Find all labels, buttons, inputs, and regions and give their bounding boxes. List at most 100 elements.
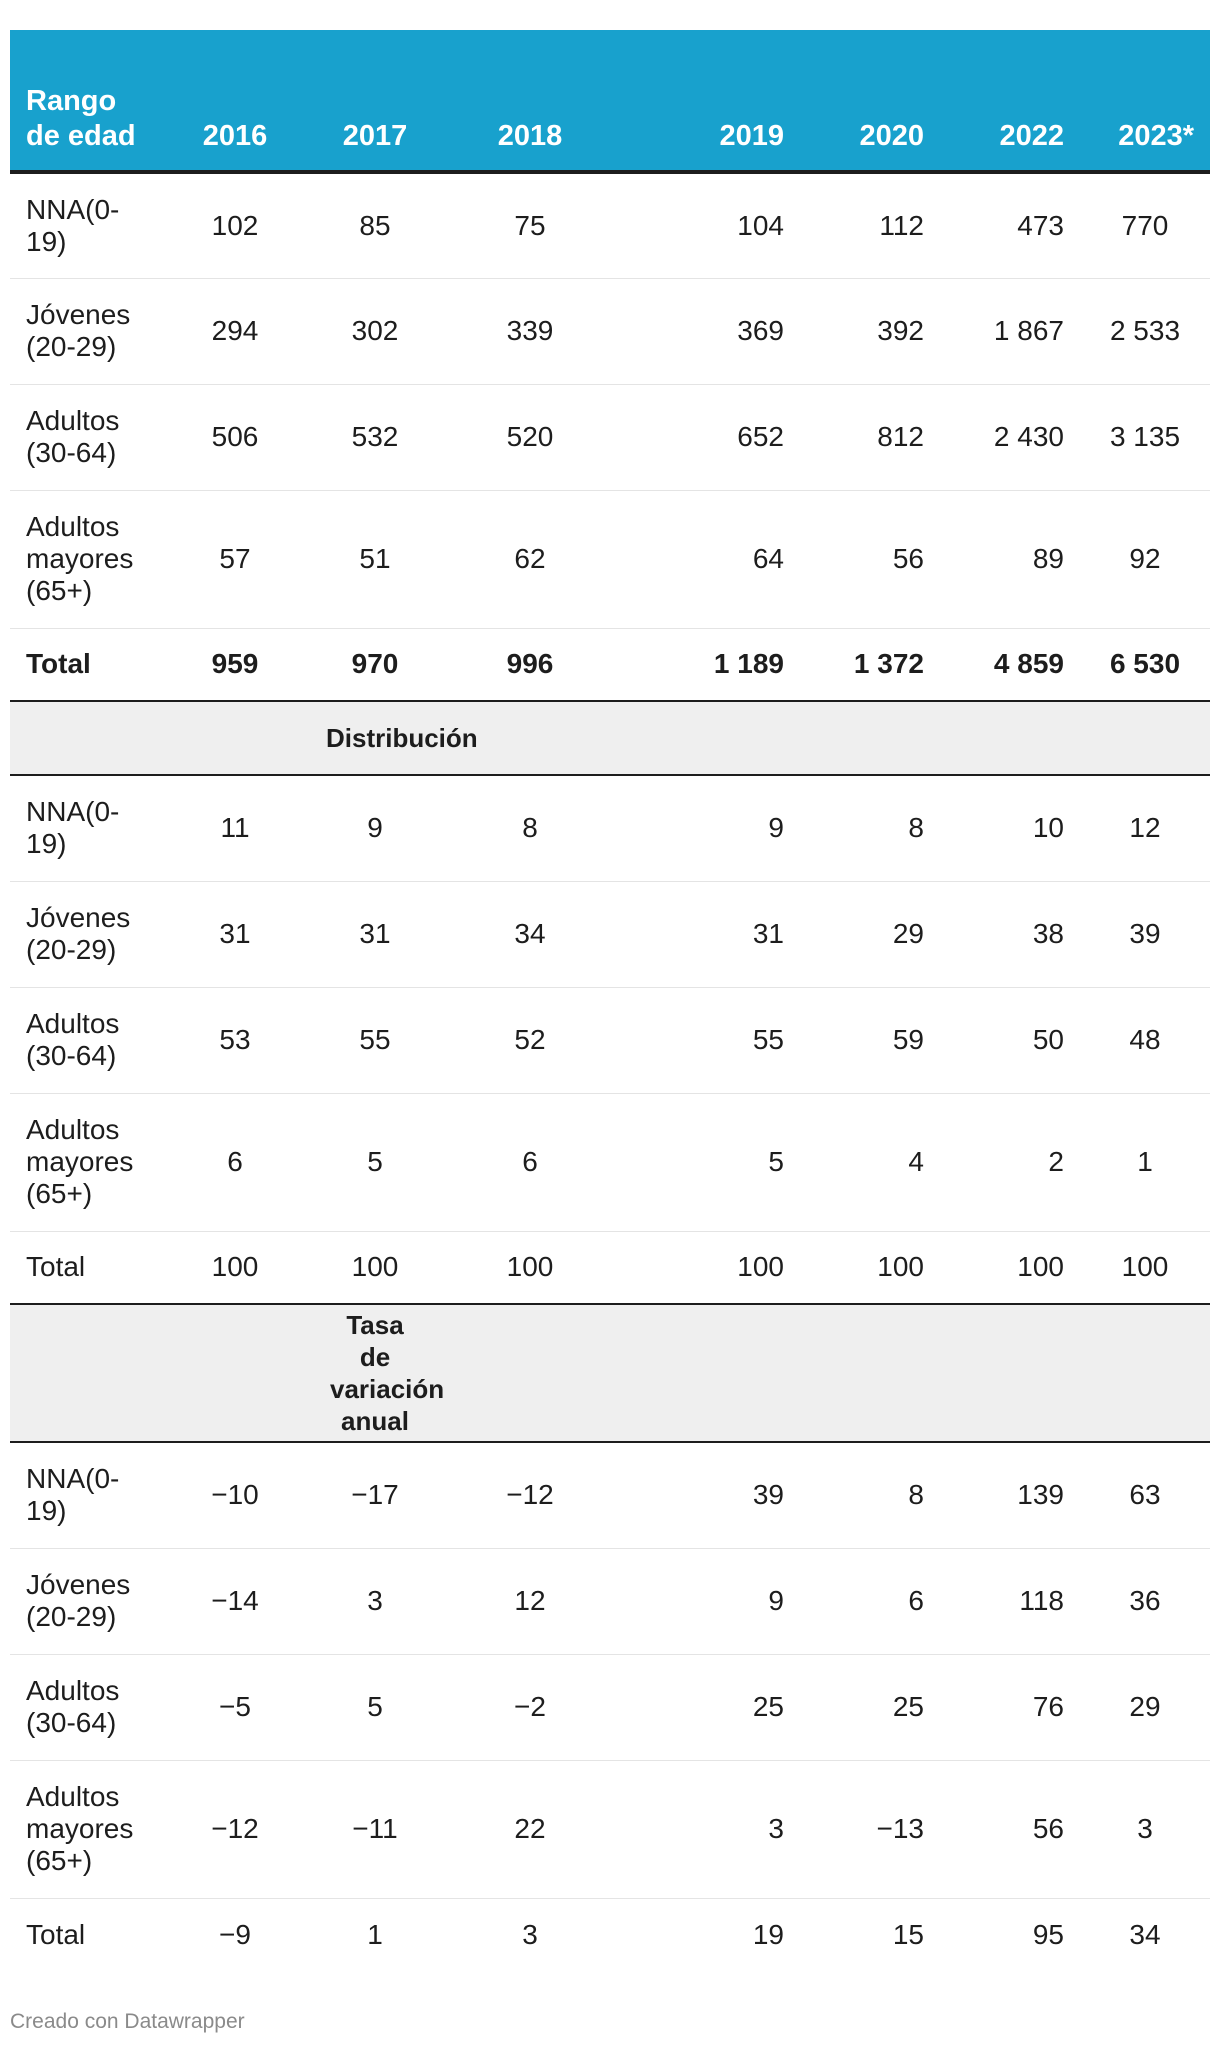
table-cell: 3: [522, 1918, 538, 1950]
table-cell: 1: [367, 1918, 383, 1950]
header-row: Rango de edad 2016 2017 2018 2019 2020 2…: [10, 30, 1210, 174]
table-row: Adultos (30-64) 506 532 520 652 812 2 430 3 135: [10, 384, 1210, 491]
section-header-fill: [440, 701, 1210, 776]
table-cell: 139: [940, 1442, 1080, 1549]
table-cell: 996: [440, 628, 620, 702]
table-cell: 31: [160, 881, 310, 988]
table-cell: 8: [440, 775, 620, 882]
table-cell: 89: [940, 490, 1080, 629]
row-label: Adultos mayores (65+): [10, 490, 160, 629]
table-cell: 1 189: [620, 628, 800, 702]
table-cell: 52: [440, 987, 620, 1094]
row-label: Adultos (30-64): [10, 384, 160, 491]
section-header-row: Tasa de variación anual: [10, 1304, 1210, 1443]
header-rango-de-edad[interactable]: Rango de edad: [10, 30, 160, 174]
table-row: Adultos (30-64) −5 5 −2 25 25 76 29: [10, 1654, 1210, 1761]
row-label: Total: [10, 1231, 160, 1305]
table-cell: 12: [1080, 775, 1210, 882]
table-cell: 59: [800, 987, 940, 1094]
table-cell: 57: [160, 490, 310, 629]
table-cell: 100: [1080, 1231, 1210, 1305]
total-row: Total −9 1 3 19 15 95 34: [10, 1898, 1210, 1971]
table-row: Adultos mayores (65+) −12 −11 22 3 −13 56 3: [10, 1760, 1210, 1899]
table-cell: 2 430: [940, 384, 1080, 491]
table-cell: −9: [219, 1918, 251, 1950]
table-cell: 75: [440, 172, 620, 279]
table-cell: −2: [440, 1654, 620, 1761]
table-cell: 64: [620, 490, 800, 629]
header-2017[interactable]: 2017: [310, 30, 440, 174]
table-cell: 970: [310, 628, 440, 702]
datawrapper-credit[interactable]: Creado con Datawrapper: [10, 2010, 245, 2033]
table-cell: 9: [620, 775, 800, 882]
table-cell: 55: [620, 987, 800, 1094]
header-2020[interactable]: 2020: [800, 30, 940, 174]
table-cell: 25: [800, 1654, 940, 1761]
total-row: Total 100 100 100 100 100 100 100: [10, 1231, 1210, 1305]
table-cell: 31: [310, 881, 440, 988]
table-cell: 62: [440, 490, 620, 629]
table-cell: 22: [440, 1760, 620, 1899]
table-cell: 38: [940, 881, 1080, 988]
table-cell: 95: [1032, 1918, 1064, 1950]
table-cell: 1 372: [800, 628, 940, 702]
table-cell: 63: [1080, 1442, 1210, 1549]
table-cell: 294: [160, 278, 310, 385]
section-title: Distribución: [310, 701, 478, 776]
table-cell: −12: [440, 1442, 620, 1549]
row-label: Adultos (30-64): [10, 987, 160, 1094]
table-cell: 100: [620, 1231, 800, 1305]
row-label: Total: [26, 1918, 86, 1950]
table-cell: −13: [800, 1760, 940, 1899]
table-cell: 3: [620, 1760, 800, 1899]
table-cell: 3 135: [1080, 384, 1210, 491]
section-header-spacer: [10, 701, 310, 776]
header-2022[interactable]: 2022: [940, 30, 1080, 174]
table-cell: 76: [940, 1654, 1080, 1761]
table-cell: 8: [800, 775, 940, 882]
table-cell: 4: [800, 1093, 940, 1232]
table-cell: 520: [440, 384, 620, 491]
table-cell: 102: [160, 172, 310, 279]
table-cell: 100: [800, 1231, 940, 1305]
table-cell: 506: [160, 384, 310, 491]
table-cell: 5: [310, 1654, 440, 1761]
table-cell: 1: [1080, 1093, 1210, 1232]
section-header-spacer: [10, 1304, 310, 1443]
table-cell: 6: [800, 1548, 940, 1655]
row-label: Adultos (30-64): [10, 1654, 160, 1761]
header-2018[interactable]: 2018: [440, 30, 620, 174]
header-2023[interactable]: 2023*: [1080, 30, 1210, 174]
table-cell: 5: [620, 1093, 800, 1232]
row-label: Adultos mayores (65+): [10, 1760, 160, 1899]
row-label: Jóvenes (20-29): [10, 1548, 160, 1655]
table-body: NNA(0-19) 102 85 75 104 112 473 770 Jóvenes (20-…: [10, 172, 1210, 1971]
table-cell: 39: [620, 1442, 800, 1549]
table-cell: 51: [310, 490, 440, 629]
row-label: Jóvenes (20-29): [10, 881, 160, 988]
header-2019[interactable]: 2019: [620, 30, 800, 174]
table-cell: 1 867: [940, 278, 1080, 385]
table-cell: 6: [160, 1093, 310, 1232]
table-cell: 100: [940, 1231, 1080, 1305]
table-cell: −17: [310, 1442, 440, 1549]
table-cell: 48: [1080, 987, 1210, 1094]
table-cell: 100: [440, 1231, 620, 1305]
row-label: NNA(0-19): [10, 775, 160, 882]
table-cell: −14: [160, 1548, 310, 1655]
table-row: Adultos mayores (65+) 57 51 62 64 56 89 92: [10, 490, 1210, 629]
table-cell: 369: [620, 278, 800, 385]
table-cell: 53: [160, 987, 310, 1094]
section-header-row: Distribución: [10, 701, 1210, 776]
table-cell: 473: [940, 172, 1080, 279]
table-cell: 112: [800, 172, 940, 279]
header-2016[interactable]: 2016: [160, 30, 310, 174]
row-label: Adultos mayores (65+): [10, 1093, 160, 1232]
table-cell: 31: [620, 881, 800, 988]
row-label: NNA(0-19): [10, 1442, 160, 1549]
table-row: NNA(0-19) 11 9 8 9 8 10 12: [10, 775, 1210, 882]
table-cell: 6: [440, 1093, 620, 1232]
table-cell: 19: [752, 1918, 784, 1950]
table-cell: 9: [310, 775, 440, 882]
table-cell: 104: [620, 172, 800, 279]
